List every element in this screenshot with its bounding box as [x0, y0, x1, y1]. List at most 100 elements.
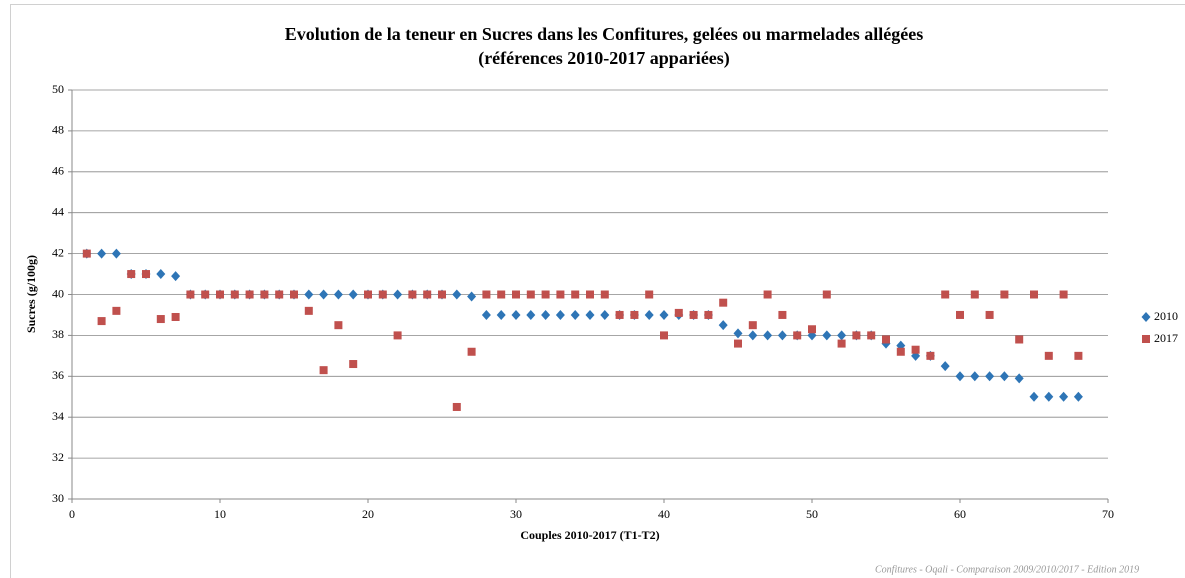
legend-marker — [1141, 312, 1151, 322]
point — [719, 298, 728, 307]
point — [497, 290, 506, 299]
point — [142, 270, 150, 279]
point — [230, 290, 239, 299]
y-tick-label: 44 — [52, 204, 64, 218]
point — [393, 289, 403, 300]
point — [452, 402, 461, 411]
point — [793, 331, 802, 340]
point — [467, 291, 477, 302]
point — [423, 290, 432, 299]
point — [156, 315, 165, 324]
y-tick-label: 32 — [52, 450, 64, 464]
x-tick-label: 10 — [214, 507, 226, 521]
point — [364, 290, 372, 299]
y-tick-label: 50 — [52, 82, 64, 96]
x-tick-label: 20 — [362, 507, 374, 521]
point — [526, 309, 536, 320]
point — [452, 289, 462, 300]
point — [216, 290, 224, 299]
y-tick-label: 34 — [52, 409, 64, 423]
point — [970, 371, 980, 382]
point — [645, 290, 654, 299]
point — [556, 290, 565, 299]
point — [186, 290, 195, 299]
point — [777, 330, 787, 341]
point — [689, 310, 698, 319]
point — [896, 347, 905, 356]
point — [333, 289, 343, 300]
point — [111, 248, 121, 259]
legend-marker — [1142, 335, 1150, 343]
point — [438, 290, 446, 299]
point — [1074, 351, 1083, 360]
x-tick-label: 40 — [658, 507, 670, 521]
legend-label: 2017 — [1154, 331, 1178, 345]
point — [837, 330, 847, 341]
point — [393, 331, 402, 340]
x-axis-label: Couples 2010-2017 (T1-T2) — [520, 528, 659, 542]
point — [496, 309, 506, 320]
point — [985, 310, 994, 319]
x-tick-label: 30 — [510, 507, 522, 521]
point — [763, 330, 773, 341]
point — [408, 290, 417, 299]
point — [644, 309, 654, 320]
point — [748, 321, 757, 330]
point — [926, 351, 935, 360]
point — [1029, 391, 1039, 402]
point — [571, 290, 580, 299]
point — [600, 290, 609, 299]
y-tick-label: 42 — [52, 245, 64, 259]
point — [512, 290, 520, 299]
point — [482, 290, 491, 299]
point — [940, 361, 950, 372]
point — [319, 366, 328, 375]
point — [171, 312, 180, 321]
point — [586, 290, 594, 299]
point — [852, 331, 861, 340]
point — [1030, 290, 1038, 299]
point — [660, 331, 668, 340]
point — [630, 310, 639, 319]
point — [911, 345, 920, 354]
y-tick-label: 30 — [52, 491, 64, 505]
point — [511, 309, 521, 320]
point — [748, 330, 758, 341]
point — [822, 330, 832, 341]
point — [882, 335, 890, 344]
x-tick-label: 50 — [806, 507, 818, 521]
point — [1044, 351, 1053, 360]
chart-subtitle: (références 2010-2017 appariées) — [478, 48, 730, 69]
point — [1059, 290, 1068, 299]
point — [1044, 391, 1054, 402]
point — [304, 289, 314, 300]
point — [97, 248, 107, 259]
point — [956, 310, 964, 319]
point — [941, 290, 950, 299]
point — [526, 290, 535, 299]
point — [541, 309, 551, 320]
point — [570, 309, 580, 320]
x-tick-label: 60 — [954, 507, 966, 521]
point — [659, 309, 669, 320]
legend-label: 2010 — [1154, 309, 1178, 323]
point — [290, 290, 298, 299]
point — [275, 290, 284, 299]
y-tick-label: 36 — [52, 368, 64, 382]
point — [999, 371, 1009, 382]
point — [541, 290, 550, 299]
point — [97, 317, 106, 326]
point — [970, 290, 979, 299]
point — [245, 290, 254, 299]
point — [718, 320, 728, 331]
point — [808, 325, 816, 334]
point — [1000, 290, 1009, 299]
point — [319, 289, 329, 300]
point — [704, 310, 713, 319]
point — [349, 360, 358, 369]
x-tick-label: 70 — [1102, 507, 1114, 521]
point — [615, 310, 624, 319]
point — [822, 290, 831, 299]
point — [127, 270, 136, 279]
chart-title: Evolution de la teneur en Sucres dans le… — [285, 24, 923, 44]
